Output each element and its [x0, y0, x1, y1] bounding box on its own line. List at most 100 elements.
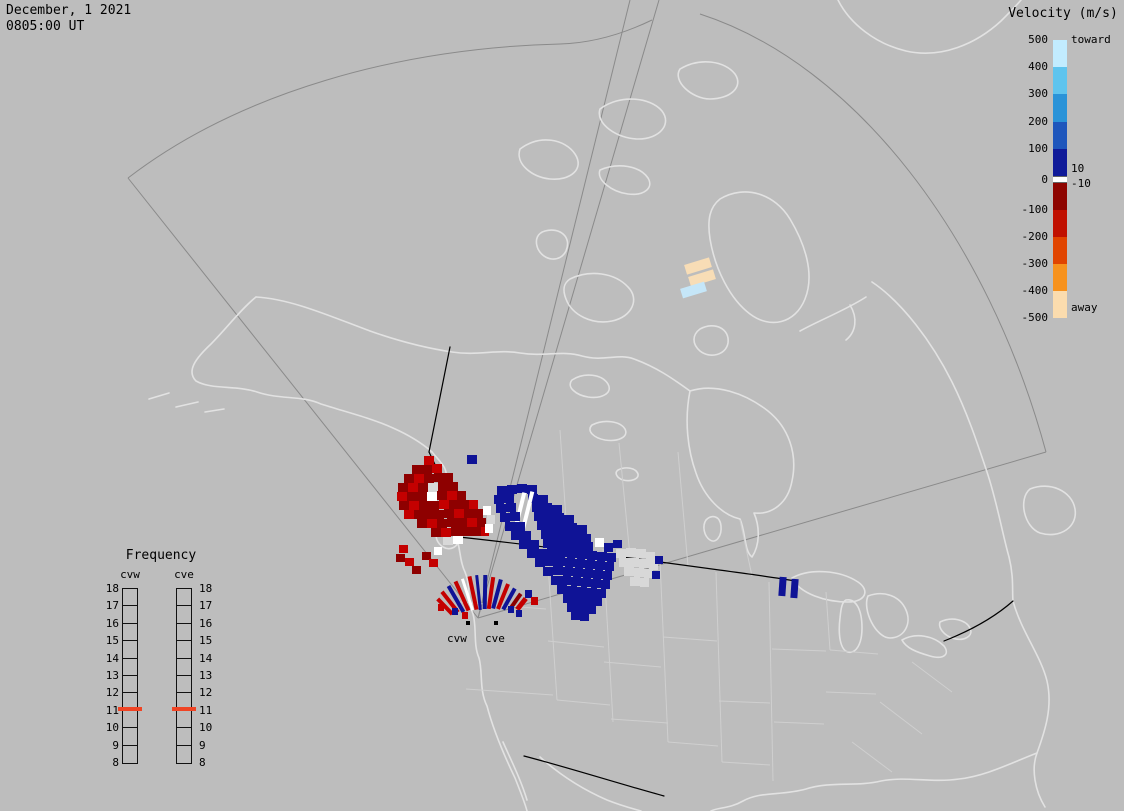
velocity-cell: [404, 510, 414, 519]
frequency-tick-label-cve: 16: [199, 616, 213, 630]
velocity-cell: [408, 483, 418, 492]
velocity-cell: [595, 561, 605, 570]
velocity-cell: [432, 464, 442, 473]
velocity-cell: [453, 536, 463, 544]
velocity-cell: [417, 492, 427, 501]
velocity-cell: [438, 482, 448, 491]
velocity-cell: [597, 589, 606, 598]
frequency-tick-label-cve: 12: [199, 686, 213, 700]
frequency-tick-label-cve: 10: [199, 721, 213, 735]
frequency-bar-segment: [177, 711, 191, 729]
velocity-tick-label: 0: [1041, 172, 1048, 186]
velocity-cell: [547, 548, 557, 557]
velocity-cell: [607, 553, 616, 562]
velocity-cell: [587, 551, 597, 560]
velocity-tick-label: -300: [1021, 257, 1049, 270]
velocity-cell: [639, 559, 649, 568]
velocity-tick-labels: 500 400 300 200 100 0 -100 -200 -300 -400 -500: [1004, 33, 1049, 333]
velocity-colorbar-segment: [1053, 236, 1067, 264]
velocity-cell: [407, 492, 417, 501]
velocity-cell: [630, 577, 640, 586]
velocity-cell: [453, 580, 471, 612]
velocity-cell: [467, 455, 477, 464]
frequency-bar-segment: [177, 659, 191, 676]
velocity-cell: [441, 528, 451, 537]
velocity-cell: [688, 269, 716, 287]
velocity-toward-label: toward: [1071, 33, 1111, 46]
velocity-colorbar-segment: [1053, 263, 1067, 291]
velocity-cell: [525, 590, 532, 598]
frequency-marker-cve: [172, 707, 196, 711]
velocity-cell: [565, 558, 575, 567]
velocity-cell: [471, 527, 481, 536]
velocity-cell: [649, 561, 658, 570]
velocity-cell: [409, 501, 419, 510]
velocity-cell: [497, 486, 507, 495]
velocity-tick-label: -500: [1021, 311, 1049, 324]
frequency-tick-label-cve: 18: [199, 582, 213, 595]
velocity-cell: [417, 519, 427, 528]
frequency-bar-segment: [123, 711, 137, 729]
frequency-bar-segment: [177, 589, 191, 607]
velocity-cell: [462, 612, 468, 619]
velocity-cell: [431, 528, 441, 537]
velocity-cell: [517, 484, 527, 493]
velocity-cell: [521, 531, 531, 540]
velocity-colorbar-segment: [1053, 182, 1067, 210]
velocity-cell: [429, 501, 439, 510]
frequency-tick-label-cve: 8: [199, 756, 206, 769]
velocity-cell: [424, 456, 434, 465]
velocity-colorbar-segment: [1053, 290, 1067, 318]
frequency-tick-label-cvw: 8: [112, 756, 119, 769]
radar-site-markers: [466, 621, 498, 625]
velocity-cell: [494, 495, 504, 504]
frequency-bar-segment: [177, 624, 191, 642]
velocity-cell: [591, 579, 601, 588]
velocity-cell: [616, 549, 626, 558]
velocity-cell: [551, 576, 561, 585]
velocity-cell: [557, 548, 567, 557]
velocity-cell: [529, 540, 539, 549]
velocity-cell: [561, 531, 571, 540]
velocity-zero-band: [1053, 175, 1067, 183]
velocity-cell: [501, 587, 517, 611]
velocity-cell: [543, 539, 553, 548]
velocity-cell: [595, 538, 604, 547]
frequency-tick-label-cve: 17: [199, 599, 213, 613]
velocity-cell: [482, 574, 488, 610]
velocity-threshold-label: -10: [1071, 177, 1091, 190]
frequency-bar-segment: [123, 624, 137, 642]
frequency-bar-segment: [177, 728, 191, 746]
frequency-tick-label-cvw: 9: [112, 738, 119, 752]
velocity-cell: [451, 527, 461, 536]
velocity-cell: [552, 505, 562, 514]
velocity-cell: [567, 603, 577, 612]
velocity-cell: [534, 512, 544, 521]
velocity-tick-label: 400: [1028, 60, 1048, 74]
velocity-cell: [487, 515, 495, 524]
frequency-tick-label-cve: 11: [199, 703, 213, 717]
velocity-cell: [636, 549, 646, 558]
frequency-bar-segment: [123, 659, 137, 676]
velocity-legend-title: Velocity (m/s): [1008, 6, 1118, 21]
velocity-cell: [573, 568, 583, 577]
velocity-cell: [474, 509, 483, 518]
velocity-cell: [567, 549, 577, 558]
velocity-cell: [684, 257, 712, 275]
velocity-cell: [554, 513, 564, 522]
velocity-cell: [434, 510, 444, 519]
velocity-cell: [443, 537, 453, 545]
velocity-cell: [581, 578, 591, 587]
frequency-bar-segment: [177, 606, 191, 624]
velocity-cell: [543, 567, 553, 576]
frequency-legend-title: Frequency: [125, 548, 197, 563]
velocity-cell: [634, 568, 644, 577]
velocity-cell: [577, 604, 587, 613]
velocity-cell: [573, 541, 583, 550]
velocity-cell: [507, 485, 517, 494]
velocity-cell: [583, 569, 593, 578]
velocity-cell: [531, 597, 538, 605]
frequency-tick-label-cvw: 18: [105, 582, 119, 595]
velocity-cell: [496, 583, 510, 610]
velocity-cell: [486, 576, 496, 610]
